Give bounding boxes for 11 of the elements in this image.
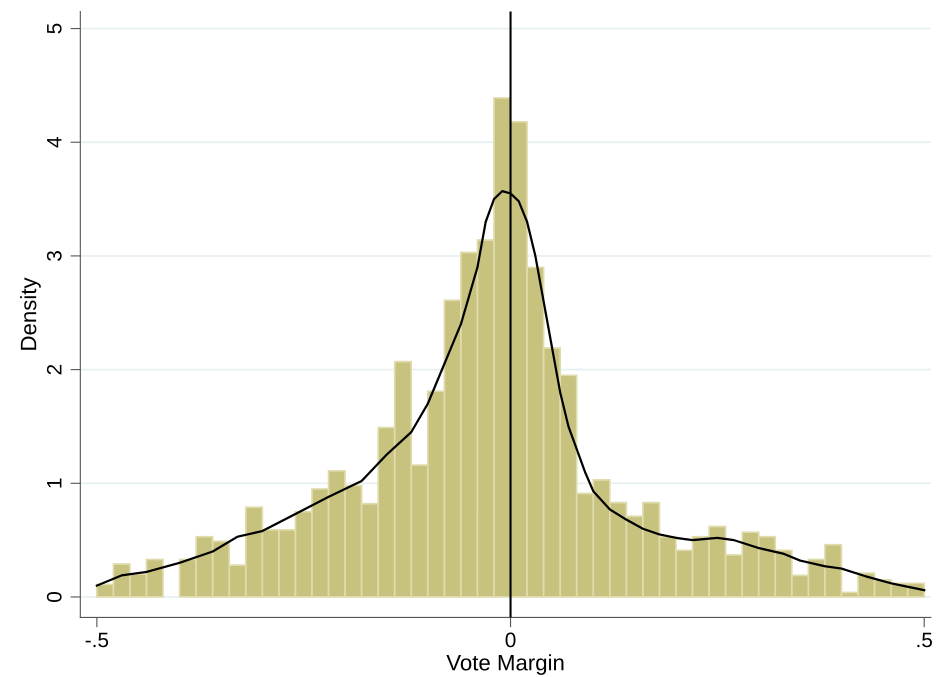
y-tick-label: 4: [47, 137, 62, 148]
y-tick-label: 2: [46, 364, 62, 374]
y-tick-label: 5: [47, 24, 62, 34]
x-tick-label: -.5: [86, 632, 108, 648]
y-tick-label: 0: [46, 592, 62, 602]
y-axis-title: Density: [20, 277, 41, 350]
x-tick-label: .5: [917, 632, 932, 648]
y-tick-label: 3: [46, 251, 62, 261]
y-tick-label: 1: [47, 478, 62, 488]
x-axis-title: Vote Margin: [446, 654, 564, 675]
x-tick-label: 0: [506, 632, 516, 648]
